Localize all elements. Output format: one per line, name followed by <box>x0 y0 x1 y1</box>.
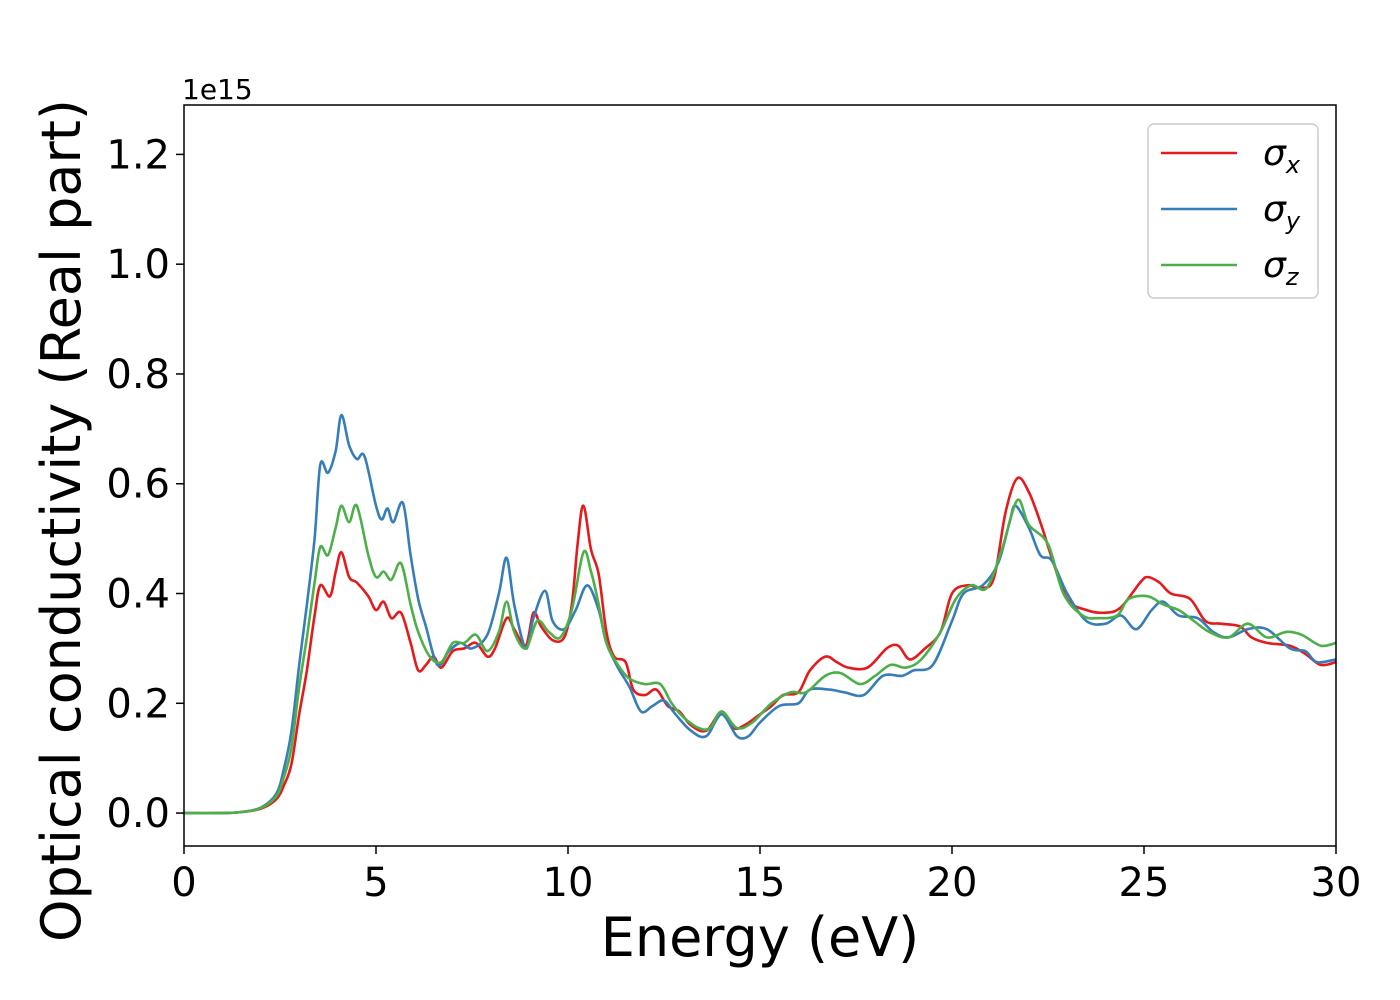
y-offset-label: 1e15 <box>182 73 253 106</box>
x-tick-label: 20 <box>927 860 978 906</box>
x-axis-title: Energy (eV) <box>601 906 920 969</box>
x-tick-label: 5 <box>363 860 388 906</box>
legend-label-sigma-x: σx <box>1263 133 1301 179</box>
y-tick-label: 1.2 <box>106 132 170 178</box>
y-tick-label: 0.8 <box>106 352 170 398</box>
series-line-sigma-x <box>184 476 1336 815</box>
x-tick-label: 0 <box>171 860 196 906</box>
x-tick-label: 25 <box>1119 860 1170 906</box>
x-tick-label: 30 <box>1311 860 1362 906</box>
legend-label-subscript: z <box>1285 263 1300 291</box>
y-tick-label: 0.2 <box>106 681 170 727</box>
x-axis-ticks: 0 5 10 15 20 25 30 <box>171 846 1361 906</box>
legend-label-symbol: σ <box>1263 245 1287 286</box>
series-line-sigma-y <box>184 413 1336 815</box>
legend-label-symbol: σ <box>1263 133 1287 174</box>
y-tick-label: 0.4 <box>106 572 170 618</box>
x-tick-label: 10 <box>543 860 594 906</box>
y-tick-label: 1.0 <box>106 242 170 288</box>
legend-label-sigma-z: σz <box>1263 245 1300 291</box>
legend-label-subscript: y <box>1285 207 1301 235</box>
y-tick-label: 0.0 <box>106 791 170 837</box>
y-axis-ticks: 0.0 0.2 0.4 0.6 0.8 1.0 1.2 <box>106 132 184 837</box>
legend-label-subscript: x <box>1285 151 1301 179</box>
legend-label-symbol: σ <box>1263 189 1287 230</box>
x-tick-label: 15 <box>735 860 786 906</box>
y-axis-title: Optical conductivity (Real part) <box>30 99 93 942</box>
legend-label-sigma-y: σy <box>1263 189 1301 235</box>
series-layer <box>184 413 1336 815</box>
legend-box <box>1147 123 1319 299</box>
y-tick-label: 0.6 <box>106 462 170 508</box>
series-line-sigma-z <box>184 498 1336 815</box>
